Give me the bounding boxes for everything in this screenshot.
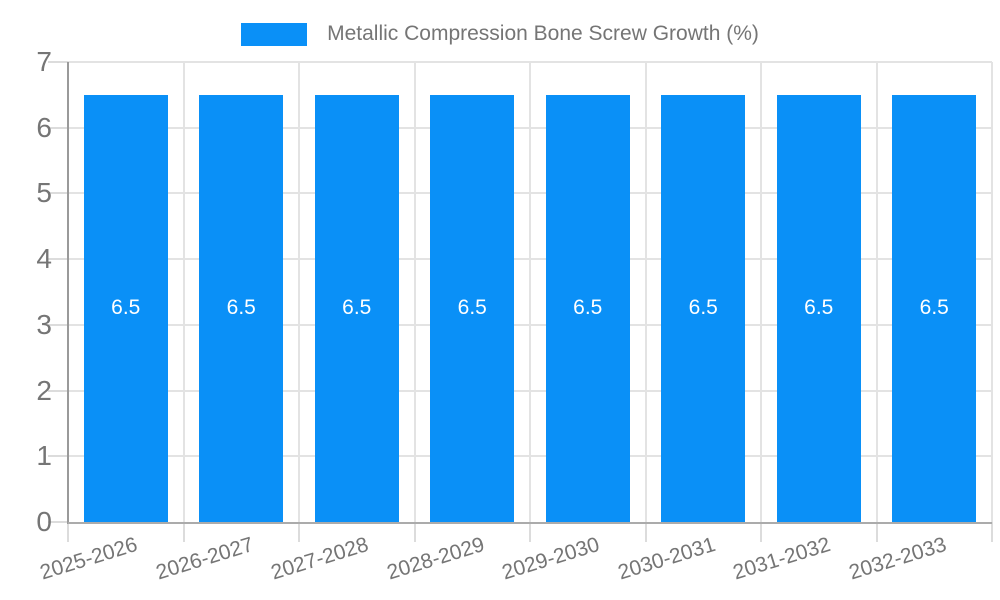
bar-value-label: 6.5 bbox=[919, 296, 949, 320]
x-tick-label: 2029-2030 bbox=[499, 533, 603, 585]
bar bbox=[314, 94, 399, 522]
bar bbox=[545, 94, 630, 522]
x-tick-label: 2027-2028 bbox=[268, 533, 372, 585]
gridline-v bbox=[298, 62, 300, 522]
bar bbox=[430, 94, 515, 522]
x-tick-label: 2031-2032 bbox=[730, 533, 834, 585]
x-axis-tick bbox=[991, 522, 993, 542]
x-axis-line bbox=[68, 522, 992, 524]
bar-value-label: 6.5 bbox=[226, 296, 256, 320]
x-tick-label: 2030-2031 bbox=[615, 533, 718, 585]
bar-value-label: 6.5 bbox=[342, 296, 372, 320]
x-axis-tick bbox=[67, 522, 69, 542]
bar-value-label: 6.5 bbox=[804, 296, 834, 320]
x-tick-label: 2026-2027 bbox=[153, 533, 256, 585]
y-tick-label: 2 bbox=[36, 374, 52, 406]
y-tick-label: 6 bbox=[36, 111, 52, 143]
x-tick-label: 2032-2033 bbox=[846, 533, 949, 585]
x-tick-label: 2028-2029 bbox=[384, 533, 487, 585]
y-axis-tick bbox=[48, 389, 68, 392]
gridline-v bbox=[644, 62, 647, 522]
y-axis-line bbox=[67, 62, 69, 524]
y-axis-tick bbox=[48, 192, 68, 195]
x-axis-tick bbox=[644, 522, 647, 542]
y-tick-label: 3 bbox=[36, 308, 52, 340]
y-tick-label: 0 bbox=[36, 506, 52, 537]
x-axis-tick bbox=[182, 522, 185, 542]
legend-swatch bbox=[241, 22, 308, 46]
x-axis-tick bbox=[760, 522, 762, 542]
y-axis-tick bbox=[48, 126, 68, 129]
y-axis-tick bbox=[48, 61, 68, 63]
y-tick-label: 1 bbox=[36, 440, 52, 472]
y-axis-tick bbox=[48, 323, 68, 326]
gridline-v bbox=[529, 62, 531, 522]
gridline-v bbox=[991, 62, 993, 522]
bar bbox=[83, 94, 168, 522]
y-axis-tick bbox=[48, 455, 68, 458]
bar bbox=[776, 94, 861, 522]
bar-value-label: 6.5 bbox=[111, 296, 141, 320]
bar-value-label: 6.5 bbox=[573, 296, 603, 320]
y-tick-label: 7 bbox=[36, 46, 52, 77]
legend: Metallic Compression Bone Screw Growth (… bbox=[0, 22, 1000, 46]
gridline-v bbox=[760, 62, 762, 522]
gridline-v bbox=[182, 62, 185, 522]
y-tick-label: 5 bbox=[36, 177, 52, 209]
gridline-v bbox=[875, 62, 878, 522]
bar-value-label: 6.5 bbox=[688, 296, 718, 320]
y-axis-tick bbox=[48, 521, 68, 523]
bar bbox=[892, 94, 977, 522]
gridline-v bbox=[413, 62, 416, 522]
bar bbox=[199, 94, 284, 522]
x-axis-tick bbox=[298, 522, 300, 542]
bar-value-label: 6.5 bbox=[457, 296, 487, 320]
x-axis-tick bbox=[529, 522, 531, 542]
bar bbox=[661, 94, 746, 522]
legend-label: Metallic Compression Bone Screw Growth (… bbox=[327, 22, 759, 45]
x-tick-label: 2025-2026 bbox=[37, 533, 141, 585]
y-axis-tick bbox=[48, 258, 68, 261]
x-axis-tick bbox=[413, 522, 416, 542]
x-axis-tick bbox=[875, 522, 878, 542]
y-tick-label: 4 bbox=[36, 243, 52, 275]
